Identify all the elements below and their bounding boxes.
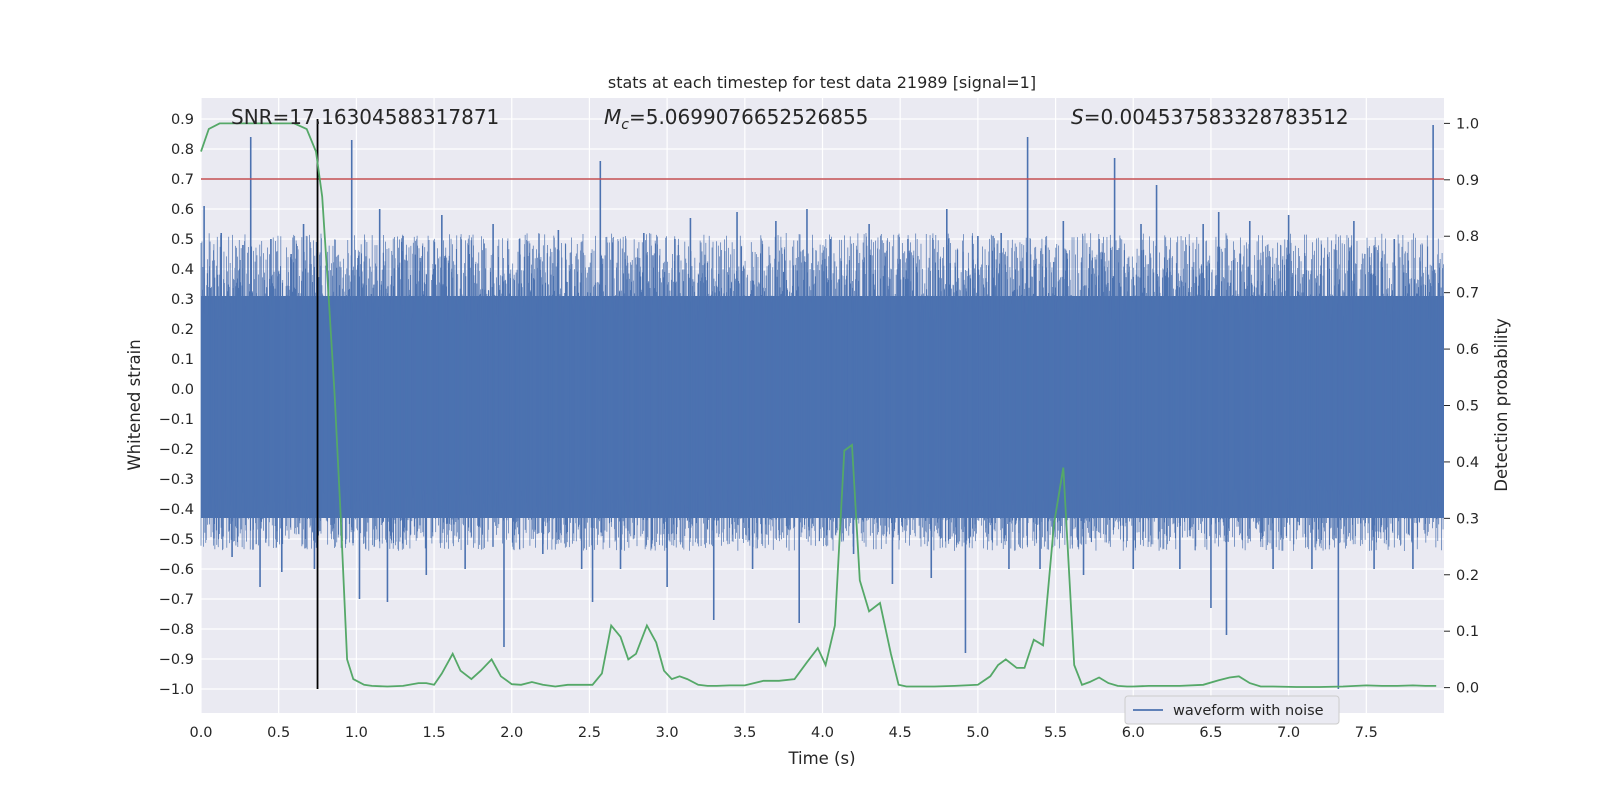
y-tick-label: 0.4: [171, 262, 194, 278]
legend: waveform with noise: [1124, 695, 1340, 725]
y-axis-label: Whitened strain: [125, 339, 144, 470]
y2-tick-label: 0.4: [1456, 455, 1479, 471]
y2-tick-label: 0.7: [1456, 286, 1479, 302]
y2-tick-label: 0.2: [1456, 568, 1479, 584]
x-axis-ticks: 0.0 0.5 1.0 1.5 2.0 2.5 3.0 3.5 4.0 4.5 5.0 5.5 6.0 6…: [189, 725, 1377, 741]
y2-tick-label: 0.5: [1456, 399, 1479, 415]
y2-tick-label: 0.0: [1456, 681, 1479, 697]
y-tick-label: −0.6: [159, 562, 194, 578]
x-tick-label: 4.0: [811, 725, 834, 741]
y-tick-label: −0.7: [159, 592, 194, 608]
y-tick-label: 0.6: [171, 202, 194, 218]
y2-tick-label: 0.6: [1456, 342, 1479, 358]
y-tick-label: 0.3: [171, 292, 194, 308]
y-tick-label: 0.9: [171, 112, 194, 128]
y2-tick-label: 0.1: [1456, 624, 1479, 640]
y-tick-label: −1.0: [159, 682, 194, 698]
s-symbol: S: [1071, 105, 1084, 129]
x-tick-label: 7.5: [1355, 725, 1378, 741]
x-tick-label: 5.0: [966, 725, 989, 741]
y-tick-label: 0.5: [171, 232, 194, 248]
y-tick-label: −0.9: [159, 652, 194, 668]
y-tick-label: −0.8: [159, 622, 194, 638]
x-tick-label: 2.5: [578, 725, 601, 741]
x-tick-label: 1.5: [423, 725, 446, 741]
x-tick-label: 0.5: [267, 725, 290, 741]
y2-tick-label: 0.9: [1456, 173, 1479, 189]
waveform-series: [200, 125, 1444, 689]
y-axis-ticks: 0.9 0.8 0.7 0.6 0.5 0.4 0.3 0.2 0.1 0.0 −0.1 −0.2 −0…: [159, 112, 194, 698]
x-axis-label: Time (s): [787, 749, 855, 768]
x-tick-label: 6.5: [1199, 725, 1222, 741]
snr-annotation: SNR=17.16304588317871: [231, 105, 499, 129]
x-tick-label: 2.0: [500, 725, 523, 741]
chirp-mass-subscript: c: [621, 117, 629, 133]
chirp-mass-symbol: M: [604, 105, 621, 129]
y-tick-label: −0.1: [159, 412, 194, 428]
chart-title: stats at each timestep for test data 219…: [608, 73, 1036, 92]
y-tick-label: −0.5: [159, 532, 194, 548]
y-tick-label: −0.4: [159, 502, 194, 518]
s-annotation: S=0.004537583328783512: [1071, 105, 1349, 129]
x-tick-label: 3.0: [656, 725, 679, 741]
y2-axis-ticks: 1.0 0.9 0.8 0.7 0.6 0.5 0.4 0.3 0.2 0.1 0.0: [1444, 116, 1479, 697]
probability-series: [200, 122, 1437, 688]
y-tick-label: 0.2: [171, 322, 194, 338]
y-tick-label: −0.2: [159, 442, 194, 458]
y-tick-label: 0.8: [171, 142, 194, 158]
y2-tick-label: 1.0: [1456, 116, 1479, 132]
x-tick-label: 5.5: [1044, 725, 1067, 741]
x-tick-label: 6.0: [1122, 725, 1145, 741]
x-tick-label: 3.5: [733, 725, 756, 741]
legend-box: [1124, 695, 1340, 725]
x-tick-label: 4.5: [889, 725, 912, 741]
y-tick-label: 0.0: [171, 382, 194, 398]
legend-label: waveform with noise: [1173, 703, 1324, 719]
waveform-lines: [200, 125, 1444, 689]
s-value: =0.004537583328783512: [1084, 105, 1349, 129]
y-tick-label: 0.7: [171, 172, 194, 188]
y2-tick-label: 0.3: [1456, 511, 1479, 527]
x-tick-label: 7.0: [1277, 725, 1300, 741]
chirp-mass-value: =5.0699076652526855: [629, 105, 868, 129]
y-tick-label: −0.3: [159, 472, 194, 488]
x-tick-label: 0.0: [189, 725, 212, 741]
y2-tick-label: 0.8: [1456, 229, 1479, 245]
x-tick-label: 1.0: [345, 725, 368, 741]
y-tick-label: 0.1: [171, 352, 194, 368]
chirp-mass-annotation: Mc=5.0699076652526855: [604, 105, 868, 133]
y2-axis-label: Detection probability: [1492, 318, 1511, 492]
